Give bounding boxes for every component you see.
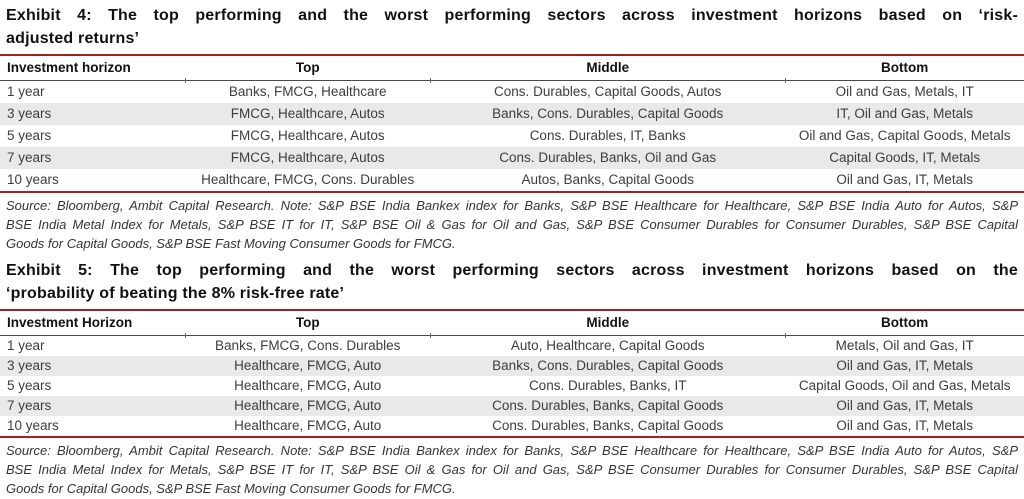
cell-top: Healthcare, FMCG, Auto	[234, 358, 382, 373]
table-row: 3 years FMCG, Healthcare, Autos Banks, C…	[0, 103, 1024, 125]
column-header-middle: Middle	[586, 60, 630, 75]
column-divider-tick	[430, 78, 432, 83]
cell-bottom: Metals, Oil and Gas, IT	[835, 338, 974, 353]
cell-top: Healthcare, FMCG, Auto	[234, 398, 382, 413]
cell-top: Healthcare, FMCG, Cons. Durables	[201, 172, 415, 187]
column-header-bottom: Bottom	[881, 60, 929, 75]
exhibit-4-table: Investment horizon Top Middle Bottom 1 y…	[0, 56, 1024, 193]
cell-top: Banks, FMCG, Cons. Durables	[215, 338, 401, 353]
exhibit-4-section: Exhibit 4: The top performing and the wo…	[0, 4, 1024, 253]
source-note-line: Goods for Capital Goods, S&P BSE Fast Mo…	[6, 236, 456, 251]
cell-middle: Cons. Durables, Capital Goods, Autos	[494, 84, 722, 99]
cell-middle: Banks, Cons. Durables, Capital Goods	[492, 106, 724, 121]
cell-middle: Cons. Durables, Banks, IT	[528, 378, 687, 393]
cell-horizon: 7 years	[7, 398, 52, 413]
cell-horizon: 7 years	[7, 150, 52, 165]
exhibit-4-source-note: Source: Bloomberg, Ambit Capital Researc…	[0, 193, 1024, 253]
column-header-bottom: Bottom	[881, 315, 929, 330]
exhibit-4-title-line2: adjusted returns’	[6, 30, 140, 47]
cell-top: Banks, FMCG, Healthcare	[228, 84, 387, 99]
cell-top: FMCG, Healthcare, Autos	[230, 106, 385, 121]
exhibit-5-table: Investment Horizon Top Middle Bottom 1 y…	[0, 311, 1024, 438]
cell-top: Healthcare, FMCG, Auto	[234, 378, 382, 393]
cell-middle: Cons. Durables, Banks, Capital Goods	[492, 418, 724, 433]
cell-bottom: Oil and Gas, IT, Metals	[836, 398, 973, 413]
table-row: 5 years Healthcare, FMCG, Auto Cons. Dur…	[0, 376, 1024, 396]
table-row: 1 year Banks, FMCG, Cons. Durables Auto,…	[0, 336, 1024, 356]
exhibit-5-title-rule	[0, 309, 1024, 311]
cell-bottom: Capital Goods, Oil and Gas, Metals	[798, 378, 1011, 393]
column-header-investment-horizon: Investment Horizon	[7, 315, 133, 330]
source-note-line: BSE India Metal Index for Metals, S&P BS…	[6, 462, 1018, 477]
table-row: 7 years Healthcare, FMCG, Auto Cons. Dur…	[0, 396, 1024, 416]
cell-horizon: 10 years	[7, 172, 59, 187]
cell-bottom: IT, Oil and Gas, Metals	[836, 106, 973, 121]
column-divider-tick	[185, 78, 187, 83]
table-row: 7 years FMCG, Healthcare, Autos Cons. Du…	[0, 147, 1024, 169]
column-divider-tick	[785, 78, 787, 83]
source-note-line: BSE India Metal Index for Metals, S&P BS…	[6, 217, 1018, 232]
exhibit-5-table-body: 1 year Banks, FMCG, Cons. Durables Auto,…	[0, 336, 1024, 436]
exhibit-4-title: Exhibit 4: The top performing and the wo…	[0, 4, 1024, 50]
cell-top: FMCG, Healthcare, Autos	[230, 128, 385, 143]
cell-horizon: 5 years	[7, 378, 52, 393]
cell-bottom: Oil and Gas, Capital Goods, Metals	[798, 128, 1011, 143]
cell-bottom: Oil and Gas, IT, Metals	[836, 418, 973, 433]
exhibit-5-title: Exhibit 5: The top performing and the wo…	[0, 259, 1024, 305]
cell-horizon: 1 year	[7, 84, 45, 99]
exhibit-5-title-line2: ‘probability of beating the 8% risk-free…	[6, 285, 345, 302]
source-note-line: Source: Bloomberg, Ambit Capital Researc…	[6, 443, 1018, 458]
table-row: 5 years FMCG, Healthcare, Autos Cons. Du…	[0, 125, 1024, 147]
exhibit-4-table-body: 1 year Banks, FMCG, Healthcare Cons. Dur…	[0, 81, 1024, 191]
exhibit-4-bottom-rule	[0, 191, 1024, 193]
table-row: 10 years Healthcare, FMCG, Auto Cons. Du…	[0, 416, 1024, 436]
exhibit-5-header-underline	[0, 335, 1024, 336]
exhibit-5-header-row: Investment Horizon Top Middle Bottom	[0, 311, 1024, 335]
column-header-top: Top	[295, 60, 320, 75]
cell-middle: Autos, Banks, Capital Goods	[521, 172, 695, 187]
cell-bottom: Oil and Gas, IT, Metals	[836, 172, 973, 187]
table-row: 1 year Banks, FMCG, Healthcare Cons. Dur…	[0, 81, 1024, 103]
cell-middle: Cons. Durables, Banks, Capital Goods	[492, 398, 724, 413]
column-header-top: Top	[295, 315, 320, 330]
cell-top: Healthcare, FMCG, Auto	[234, 418, 382, 433]
exhibit-5-title-line1: Exhibit 5: The top performing and the wo…	[6, 262, 1018, 279]
source-note-line: Goods for Capital Goods, S&P BSE Fast Mo…	[6, 481, 456, 496]
cell-top: FMCG, Healthcare, Autos	[230, 150, 385, 165]
exhibit-4-title-rule	[0, 54, 1024, 56]
cell-bottom: Capital Goods, IT, Metals	[829, 150, 981, 165]
source-note-line: Source: Bloomberg, Ambit Capital Researc…	[6, 198, 1018, 213]
cell-middle: Banks, Cons. Durables, Capital Goods	[492, 358, 724, 373]
exhibit-4-title-line1: Exhibit 4: The top performing and the wo…	[6, 7, 1018, 24]
cell-bottom: Oil and Gas, IT, Metals	[836, 358, 973, 373]
column-header-investment-horizon: Investment horizon	[7, 60, 131, 75]
column-divider-tick	[185, 333, 187, 338]
cell-middle: Cons. Durables, IT, Banks	[529, 128, 686, 143]
column-header-middle: Middle	[586, 315, 630, 330]
exhibit-5-bottom-rule	[0, 436, 1024, 438]
cell-horizon: 5 years	[7, 128, 52, 143]
exhibit-4-header-underline	[0, 80, 1024, 81]
exhibit-5-source-note: Source: Bloomberg, Ambit Capital Researc…	[0, 438, 1024, 498]
column-divider-tick	[430, 333, 432, 338]
exhibit-5-section: Exhibit 5: The top performing and the wo…	[0, 253, 1024, 498]
column-divider-tick	[785, 333, 787, 338]
cell-horizon: 1 year	[7, 338, 45, 353]
cell-horizon: 3 years	[7, 358, 52, 373]
cell-bottom: Oil and Gas, Metals, IT	[835, 84, 974, 99]
cell-horizon: 10 years	[7, 418, 59, 433]
exhibit-4-header-row: Investment horizon Top Middle Bottom	[0, 56, 1024, 80]
cell-middle: Cons. Durables, Banks, Oil and Gas	[499, 150, 717, 165]
table-row: 10 years Healthcare, FMCG, Cons. Durable…	[0, 169, 1024, 191]
cell-middle: Auto, Healthcare, Capital Goods	[510, 338, 705, 353]
table-row: 3 years Healthcare, FMCG, Auto Banks, Co…	[0, 356, 1024, 376]
cell-horizon: 3 years	[7, 106, 52, 121]
